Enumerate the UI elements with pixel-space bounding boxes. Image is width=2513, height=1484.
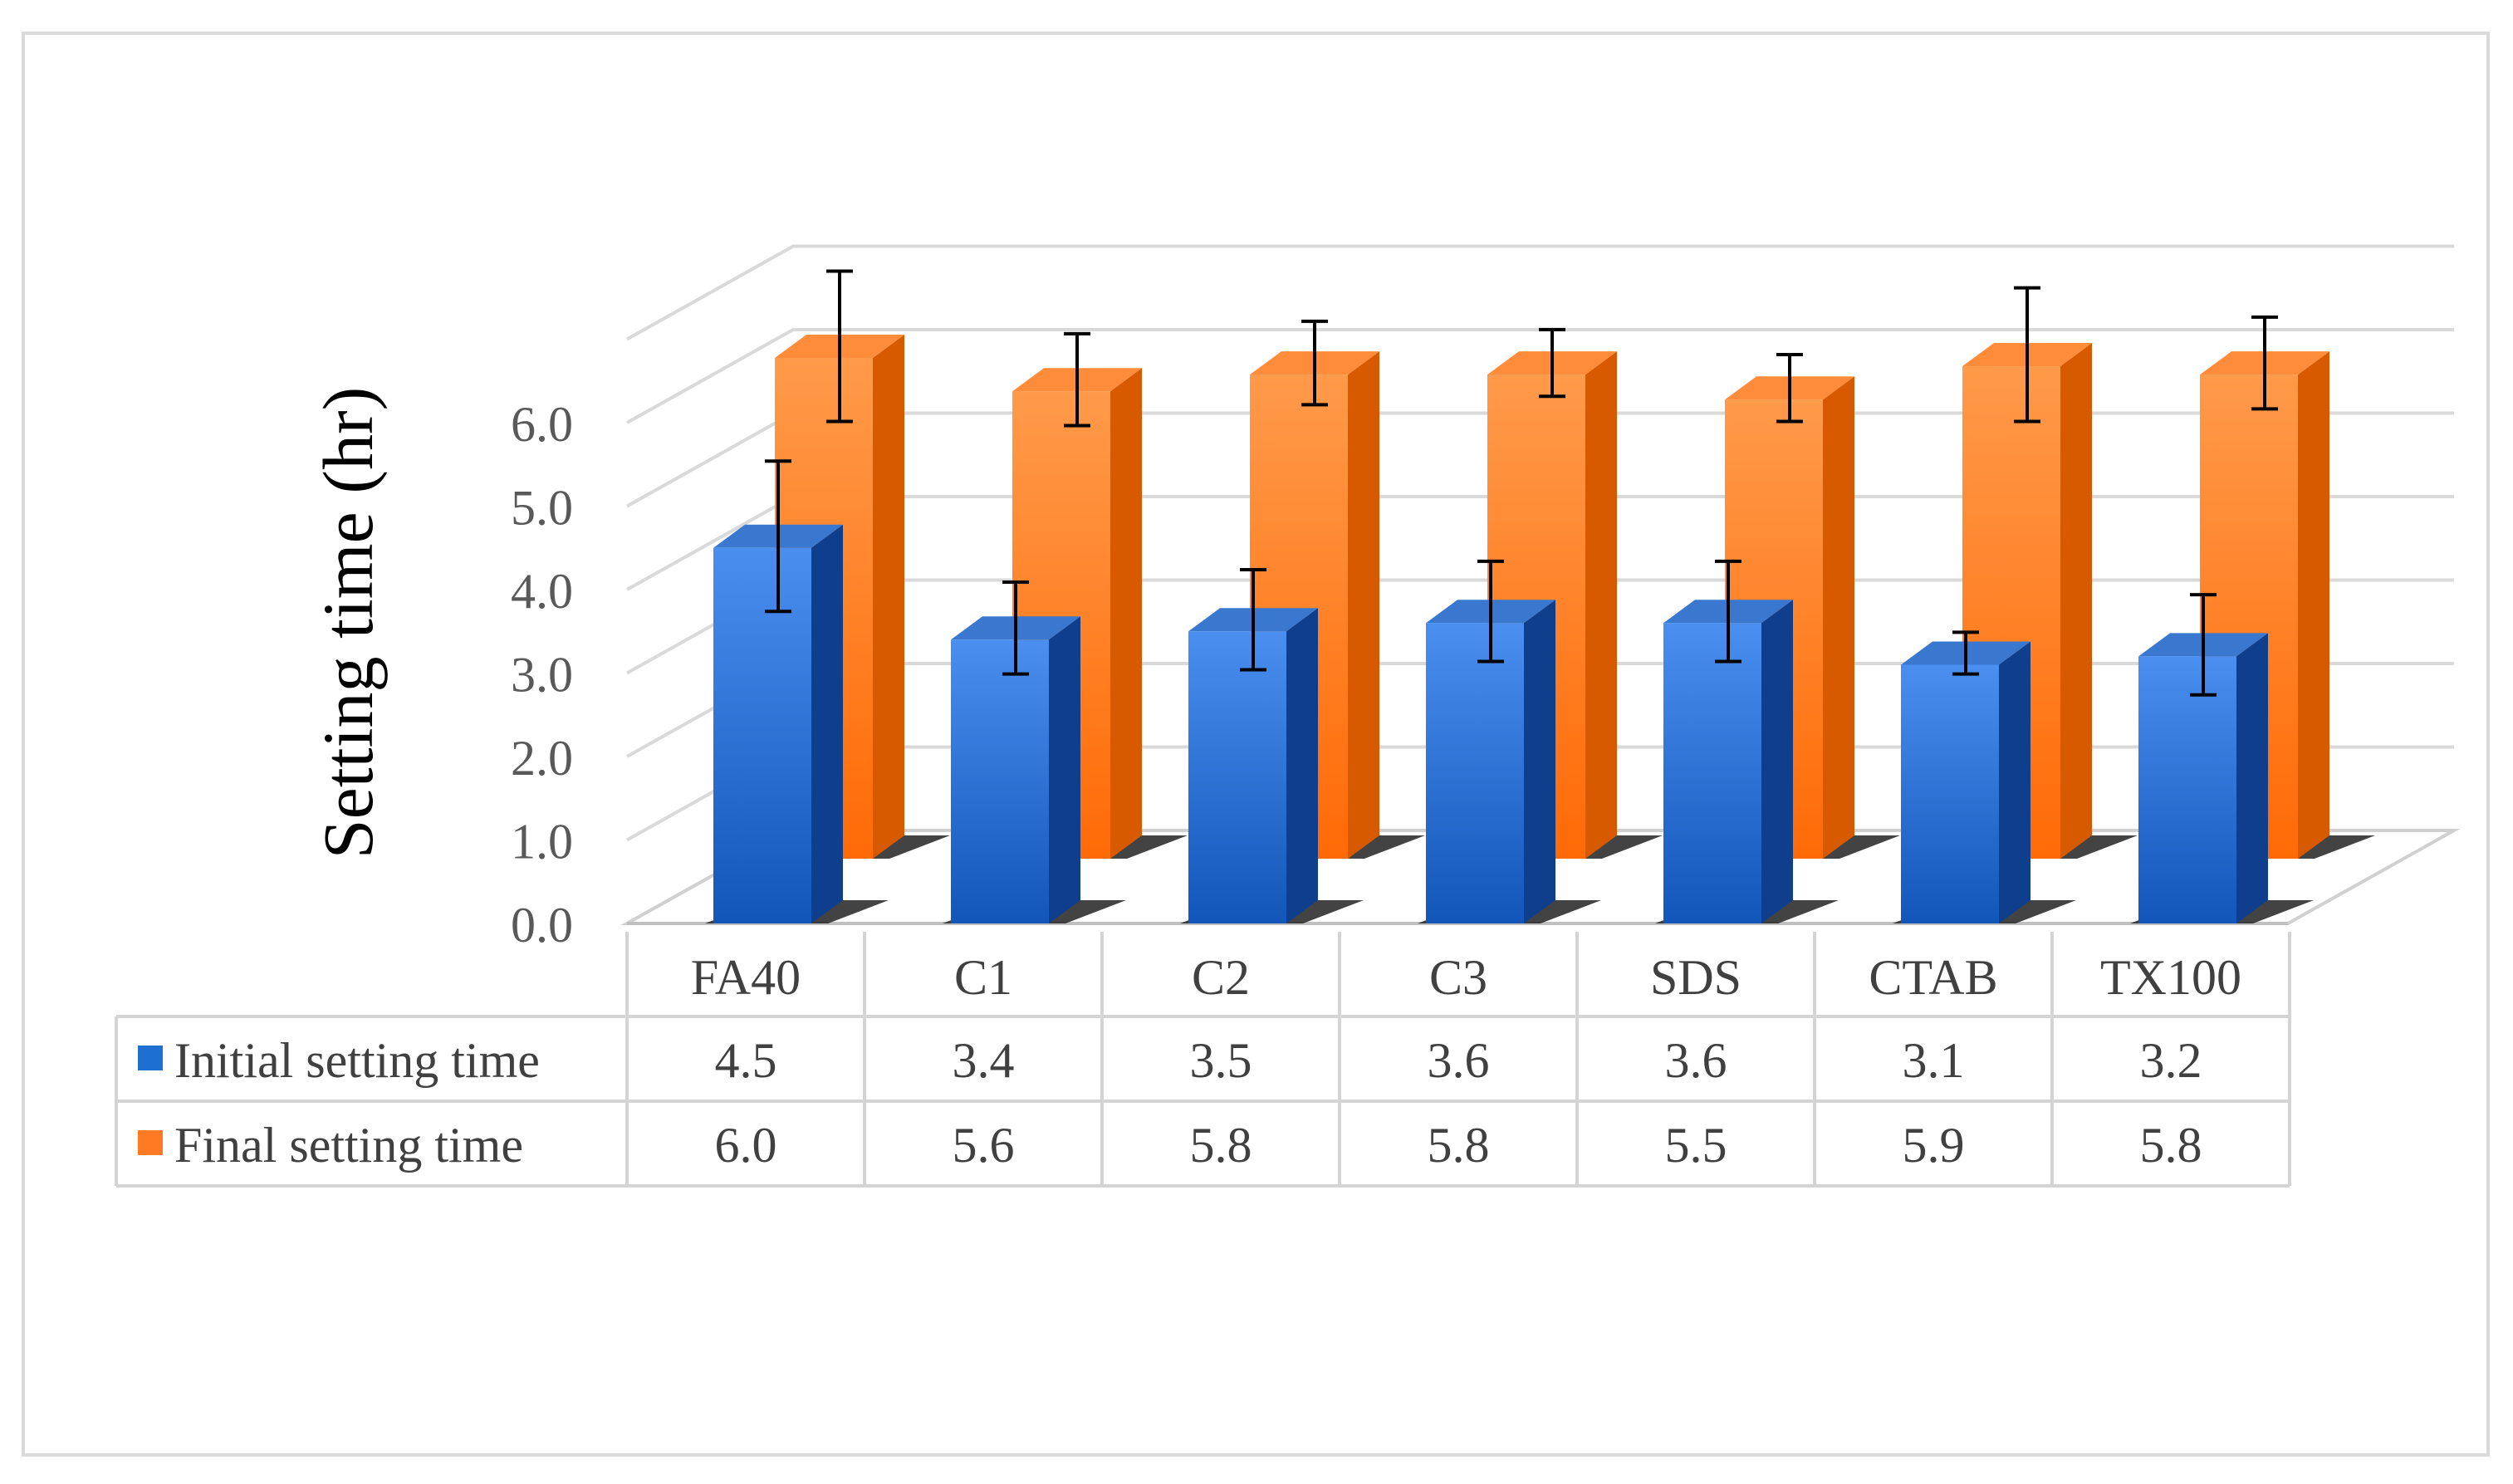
data-label: 5.8	[2140, 1118, 2202, 1173]
error-bar	[826, 269, 853, 424]
error-bar	[2190, 593, 2217, 697]
data-label: 5.5	[1665, 1118, 1727, 1173]
gridline	[626, 244, 2454, 341]
data-label: 3.6	[1428, 1033, 1490, 1088]
bar-side	[1524, 600, 1555, 923]
y-axis-title: Setting time (hr)	[308, 387, 388, 859]
error-bar	[1002, 580, 1029, 676]
bar-side	[811, 524, 843, 923]
bar-initial-TX100	[2130, 633, 2314, 923]
y-tick-label: 0.0	[511, 898, 573, 953]
bar-front	[1901, 664, 1999, 923]
bar-side	[1585, 351, 1617, 860]
legend-swatch	[138, 1046, 163, 1070]
series-initial-bars	[705, 459, 2314, 923]
bar-front	[1663, 623, 1761, 923]
y-tick-label: 2.0	[511, 731, 573, 786]
legend-label: Final setting time	[174, 1118, 523, 1173]
x-category-label: SDS	[1650, 950, 1741, 1005]
bar-side	[2298, 351, 2329, 860]
bar-side	[1049, 616, 1080, 923]
error-bar	[2251, 315, 2278, 411]
data-label: 3.4	[953, 1033, 1015, 1088]
bar-side	[1110, 368, 1142, 859]
x-category-label: CTAB	[1869, 950, 1997, 1005]
data-label: 5.8	[1190, 1118, 1252, 1173]
data-label: 3.6	[1665, 1033, 1727, 1088]
bar-front	[2138, 656, 2236, 923]
y-tick-label: 4.0	[511, 564, 573, 619]
y-tick-label: 1.0	[511, 815, 573, 869]
y-tick-label: 3.0	[511, 648, 573, 703]
bar-side	[1999, 641, 2030, 923]
error-bar	[1301, 319, 1328, 407]
y-tick-label: 5.0	[511, 481, 573, 536]
legend-swatch	[138, 1130, 163, 1155]
bar-side	[1761, 600, 1793, 923]
x-category-label: TX100	[2100, 950, 2241, 1005]
bar-side	[873, 335, 904, 859]
error-bar	[2014, 286, 2040, 424]
legend-label: Initial setting time	[174, 1033, 540, 1088]
x-category-label: C2	[1192, 950, 1250, 1005]
data-label: 4.5	[715, 1033, 777, 1088]
bar-side	[2060, 343, 2092, 859]
data-label: 3.1	[1903, 1033, 1965, 1088]
bar-initial-C2	[1180, 608, 1364, 923]
data-label: 5.6	[953, 1118, 1015, 1173]
bar-front	[951, 639, 1049, 923]
x-category-label: C1	[954, 950, 1012, 1005]
error-bar	[1477, 559, 1504, 664]
x-category-label: FA40	[691, 950, 801, 1005]
bar-side	[1348, 351, 1379, 860]
bar-front	[713, 547, 811, 923]
error-bar	[765, 459, 791, 614]
error-bar	[1240, 567, 1266, 672]
bar-side	[1823, 376, 1854, 859]
error-bar	[1776, 353, 1803, 424]
data-label: 5.9	[1903, 1118, 1965, 1173]
y-axis-ticks: 0.0 1.0 2.0 3.0 4.0 5.0 6.0	[511, 397, 573, 953]
bar-side	[1286, 608, 1318, 923]
data-label: 6.0	[715, 1118, 777, 1173]
error-bar	[1064, 331, 1090, 428]
bar-front	[1426, 623, 1524, 923]
bar-initial-CTAB	[1893, 641, 2076, 923]
bar-initial-FA40	[705, 524, 889, 923]
bar-side	[2236, 633, 2268, 923]
data-label: 3.5	[1190, 1033, 1252, 1088]
bar-initial-C3	[1418, 600, 1601, 923]
error-bar	[1539, 327, 1565, 399]
gridline	[626, 328, 2454, 424]
data-label: 3.2	[2140, 1033, 2202, 1088]
y-tick-label: 6.0	[511, 397, 573, 452]
bar-initial-C1	[943, 616, 1126, 923]
bar-front	[1188, 631, 1286, 923]
x-category-label: C3	[1429, 950, 1487, 1005]
data-label: 5.8	[1428, 1118, 1490, 1173]
data-table: FA40 C1 C2 C3 SDS CTAB TX100 Initial setting ti…	[115, 932, 2291, 1188]
error-bar	[1715, 559, 1741, 664]
error-bar	[1952, 630, 1979, 676]
